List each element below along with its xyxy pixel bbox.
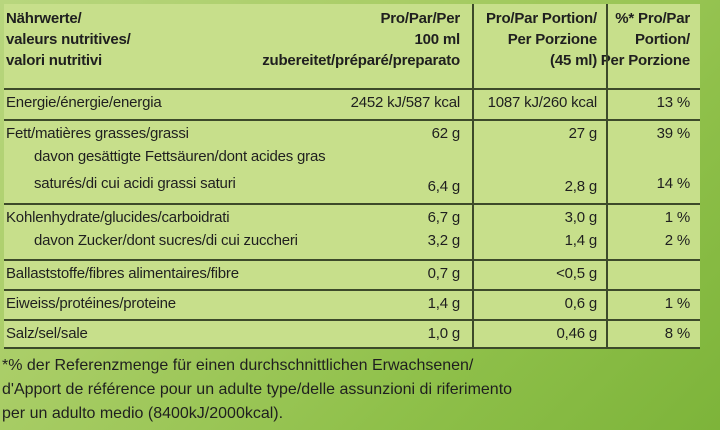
header-nutrients-it: valori nutritivi [6, 52, 102, 69]
divider [4, 203, 700, 205]
carbohydrates-label: Kohlenhydrate/glucides/carboidrati [6, 209, 230, 226]
protein-label: Eiweiss/protéines/proteine [6, 295, 176, 312]
protein-per-100ml: 1,4 g [427, 295, 461, 312]
header-nutrients-label: Nährwerte/ valeurs nutritives/ valori nu… [6, 8, 131, 71]
saturated-fat-label-line2: saturés/di cui acidi grassi saturi [34, 175, 236, 192]
saturated-fat-per-portion: 2,8 g [564, 178, 598, 195]
saturated-fat-per-100ml: 6,4 g [427, 178, 461, 195]
footnote-line-fr: d'Apport de référence pour un adulte typ… [2, 381, 513, 398]
salt-percent-ri: 8 % [664, 325, 690, 342]
divider [4, 119, 700, 121]
carbohydrates-percent-ri: 1 % [664, 209, 690, 226]
divider [4, 289, 700, 291]
footnote-line-it: per un adulto medio (8400kJ/2000kcal). [2, 405, 284, 422]
fat-per-100ml: 62 g [431, 125, 461, 142]
divider [4, 259, 700, 261]
header-nutrients-fr: valeurs nutritives/ [6, 31, 131, 48]
column-divider [472, 4, 474, 349]
header-per-portion-line2: Per Porzione [507, 31, 597, 48]
fat-per-portion: 27 g [568, 125, 598, 142]
fat-percent-ri: 39 % [656, 125, 691, 142]
fibre-per-portion: <0,5 g [556, 265, 597, 282]
header-nutrients-de: Nährwerte/ [6, 10, 82, 27]
sugar-per-portion: 1,4 g [564, 232, 598, 249]
saturated-fat-percent-ri: 14 % [656, 175, 691, 192]
salt-per-100ml: 1,0 g [427, 325, 461, 342]
fibre-label: Ballaststoffe/fibres alimentaires/fibre [6, 265, 239, 282]
header-per-portion-line1: Pro/Par Portion/ [486, 10, 597, 27]
fat-label: Fett/matières grasses/grassi [6, 125, 189, 142]
divider [4, 347, 700, 349]
column-divider [606, 4, 608, 349]
header-per-portion-line3: (45 ml) [550, 52, 597, 69]
header-percent-ri-line2: Portion/ [634, 31, 690, 48]
protein-per-portion: 0,6 g [564, 295, 598, 312]
header-per-100ml-line1: Pro/Par/Per [380, 10, 460, 27]
header-percent-ri-line3: Per Porzione [600, 52, 690, 69]
salt-label: Salz/sel/sale [6, 325, 88, 342]
header-percent-ri: %* Pro/Par Portion/ Per Porzione [601, 8, 690, 71]
carbohydrates-per-portion: 3,0 g [564, 209, 598, 226]
reference-intake-footnote: *% der Referenzmenge für einen durchschn… [2, 354, 702, 426]
footnote-line-de: *% der Referenzmenge für einen durchschn… [2, 357, 474, 374]
nutrition-table: Nährwerte/ valeurs nutritives/ valori nu… [4, 4, 700, 349]
energy-per-100ml: 2452 kJ/587 kcal [350, 94, 461, 111]
energy-label: Energie/énergie/energia [6, 94, 162, 111]
header-per-100ml-line3: zubereitet/préparé/preparato [262, 52, 460, 69]
divider [4, 319, 700, 321]
sugar-percent-ri: 2 % [664, 232, 690, 249]
energy-per-portion: 1087 kJ/260 kcal [487, 94, 598, 111]
salt-per-portion: 0,46 g [556, 325, 597, 342]
header-percent-ri-line1: %* Pro/Par [615, 10, 690, 27]
carbohydrates-per-100ml: 6,7 g [427, 209, 461, 226]
header-per-100ml: Pro/Par/Per 100 ml zubereitet/préparé/pr… [262, 8, 460, 71]
divider [4, 88, 700, 90]
sugar-per-100ml: 3,2 g [427, 232, 461, 249]
saturated-fat-label-line1: davon gesättigte Fettsäuren/dont acides … [34, 148, 326, 165]
fibre-per-100ml: 0,7 g [427, 265, 461, 282]
energy-percent-ri: 13 % [656, 94, 691, 111]
sugar-label: davon Zucker/dont sucres/di cui zuccheri [34, 232, 298, 249]
protein-percent-ri: 1 % [664, 295, 690, 312]
header-per-portion: Pro/Par Portion/ Per Porzione (45 ml) [486, 8, 597, 71]
header-per-100ml-line2: 100 ml [414, 31, 461, 48]
